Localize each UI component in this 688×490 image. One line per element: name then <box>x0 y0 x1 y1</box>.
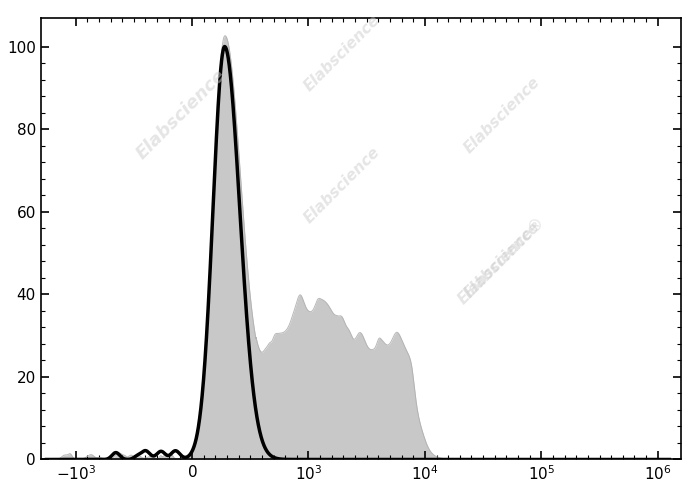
Text: Elabscience: Elabscience <box>133 67 230 163</box>
Text: Elabscience®: Elabscience® <box>455 214 548 307</box>
Text: Elabscience: Elabscience <box>461 220 543 302</box>
Text: Elabscience: Elabscience <box>301 12 383 94</box>
Text: Elabscience: Elabscience <box>461 74 543 156</box>
Text: Elabscience: Elabscience <box>301 145 383 226</box>
